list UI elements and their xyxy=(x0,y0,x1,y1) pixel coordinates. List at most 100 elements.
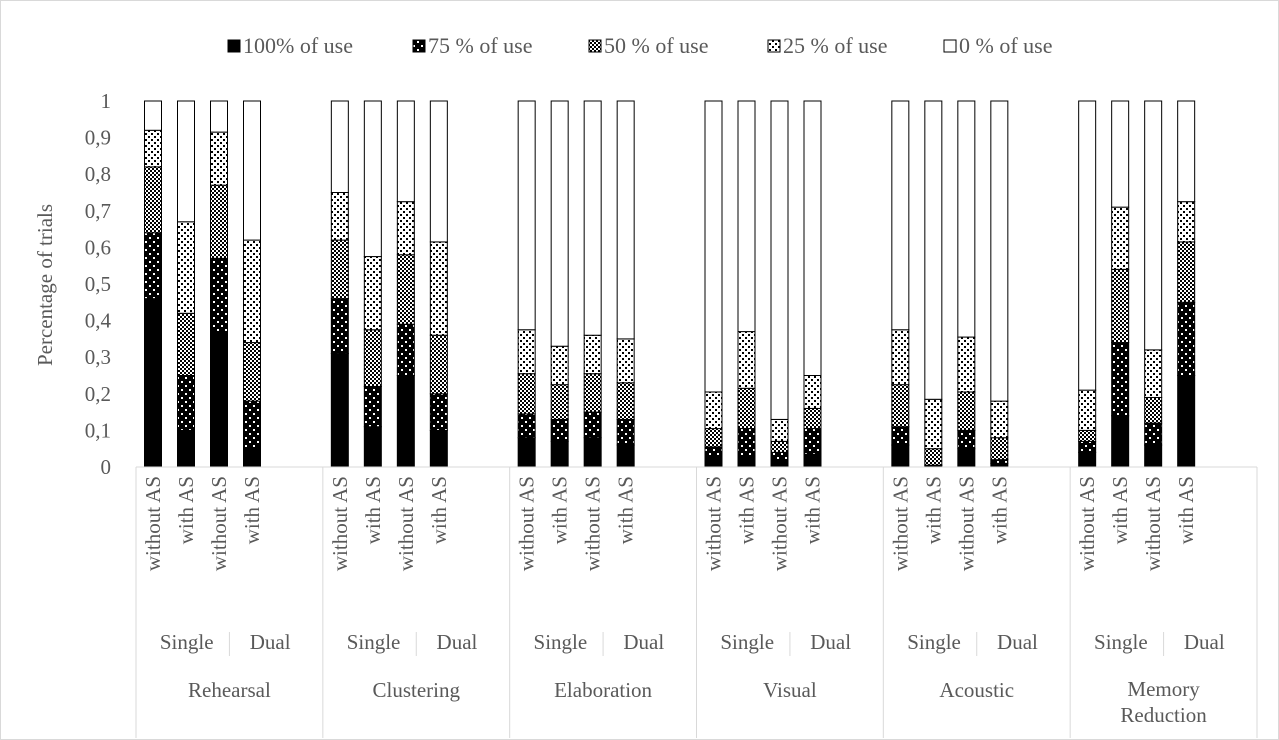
bar-segment xyxy=(429,429,448,468)
bar-label: without AS xyxy=(141,476,165,571)
bar-label: without AS xyxy=(581,476,605,571)
category-label: Acoustic xyxy=(939,678,1014,702)
bar-segment xyxy=(1078,389,1097,431)
bar-segment xyxy=(1177,301,1196,376)
bar-segment xyxy=(243,400,261,450)
bar-segment xyxy=(396,254,415,325)
y-axis-title: Percentage of trials xyxy=(33,204,57,366)
x-axis: without AS with AS Single without AS with AS… xyxy=(135,466,1258,738)
bar-segment xyxy=(517,413,536,439)
bar-segment xyxy=(891,100,910,331)
group-label: Dual xyxy=(437,630,478,654)
y-tick-label: 0,7 xyxy=(85,199,111,223)
legend-swatch xyxy=(588,39,602,53)
legend-swatch xyxy=(767,39,781,53)
bar-label: without AS xyxy=(1075,476,1099,571)
bar-segment xyxy=(144,129,162,168)
group-label: Single xyxy=(534,630,588,654)
bar-segment xyxy=(330,298,349,355)
bar-segment xyxy=(1111,206,1130,270)
bar-segment xyxy=(177,312,195,376)
legend: 100% of use 75 % of use 50 % of use 25 % of… xyxy=(227,33,1052,58)
bar-segment xyxy=(891,329,910,386)
bar-segment xyxy=(770,418,789,442)
bar-segment xyxy=(891,444,910,468)
bar-label: without AS xyxy=(394,476,418,571)
category-label: Elaboration xyxy=(554,678,652,702)
bar-segment xyxy=(429,393,448,431)
bar-segment xyxy=(891,384,910,428)
legend-label: 0 % of use xyxy=(959,33,1052,58)
bar-segment xyxy=(1111,415,1130,468)
bar-segment xyxy=(957,448,976,468)
bar-segment xyxy=(243,100,261,241)
bar-segment xyxy=(737,387,756,430)
y-tick-label: 0,2 xyxy=(85,382,111,406)
bar-label: without AS xyxy=(515,476,539,571)
bar-segment xyxy=(550,345,569,386)
bar-segment xyxy=(737,331,756,389)
bar-label: with AS xyxy=(548,476,572,544)
y-tick-label: 0,3 xyxy=(85,345,111,369)
bar-segment xyxy=(957,336,976,393)
bar-label: with AS xyxy=(1108,476,1132,544)
bar-segment xyxy=(1111,268,1130,344)
y-tick-label: 0,1 xyxy=(85,418,111,442)
bar-segment xyxy=(363,256,382,331)
legend-swatch xyxy=(227,39,241,53)
bar-segment xyxy=(1144,444,1163,468)
bar-segment xyxy=(990,459,1009,464)
group-label: Dual xyxy=(810,630,851,654)
bar-segment xyxy=(177,375,195,431)
bar-label: without AS xyxy=(768,476,792,571)
bar-segment xyxy=(770,100,789,420)
bar-segment xyxy=(177,221,195,314)
bar-segment xyxy=(924,100,943,400)
category-label: Reduction xyxy=(1120,703,1207,727)
bar-label: without AS xyxy=(328,476,352,571)
bar-segment xyxy=(803,100,822,376)
bar-segment xyxy=(891,426,910,446)
y-axis: 0 0,1 0,2 0,3 0,4 0,5 0,6 0,7 0,8 0,9 1 xyxy=(85,89,112,479)
bar-segment xyxy=(177,429,195,468)
bar-segment xyxy=(583,411,602,439)
bar-segment xyxy=(924,398,943,450)
category-label: Memory xyxy=(1127,677,1200,701)
bar-segment xyxy=(429,100,448,243)
bar-segment xyxy=(1177,375,1196,468)
bar-segment xyxy=(243,448,261,468)
group-label: Dual xyxy=(623,630,664,654)
y-tick-label: 0,5 xyxy=(85,272,111,296)
bar-label: with AS xyxy=(240,476,264,544)
bar-segment xyxy=(429,241,448,336)
bar-segment xyxy=(243,239,261,344)
bar-segment xyxy=(396,201,415,256)
legend-label: 25 % of use xyxy=(783,33,887,58)
bar-segment xyxy=(177,100,195,223)
bar-segment xyxy=(210,131,228,186)
bar-segment xyxy=(1111,342,1130,417)
bar-segment xyxy=(770,459,789,468)
bar-segment xyxy=(396,100,415,203)
bar-segment xyxy=(363,385,382,428)
bar-label: without AS xyxy=(888,476,912,571)
bar-segment xyxy=(144,298,162,468)
bar-label: with AS xyxy=(987,476,1011,544)
bar-segment xyxy=(770,451,789,461)
bar-segment xyxy=(363,329,382,387)
legend-label: 100% of use xyxy=(243,33,353,58)
bar-segment xyxy=(210,331,228,468)
bar-segment xyxy=(550,100,569,347)
bar-segment xyxy=(704,428,723,448)
bar-label: with AS xyxy=(174,476,198,544)
bar-segment xyxy=(1078,451,1097,468)
bar-segment xyxy=(924,448,943,466)
bar-segment xyxy=(803,375,822,409)
legend-label: 75 % of use xyxy=(428,33,532,58)
bar-segment xyxy=(363,426,382,468)
category-label: Clustering xyxy=(373,678,461,702)
bar-segment xyxy=(990,400,1009,439)
bar-segment xyxy=(330,239,349,300)
bar-segment xyxy=(704,391,723,430)
bars xyxy=(144,100,1196,468)
